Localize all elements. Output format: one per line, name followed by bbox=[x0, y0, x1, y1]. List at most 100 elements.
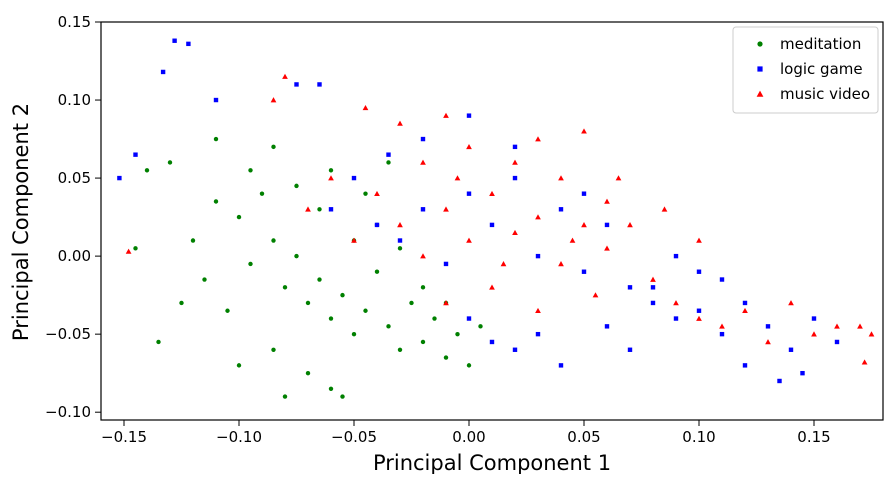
data-point bbox=[500, 261, 507, 267]
data-point bbox=[248, 261, 253, 267]
data-point bbox=[328, 207, 334, 212]
data-point bbox=[179, 300, 184, 306]
data-point bbox=[742, 300, 748, 306]
data-point bbox=[363, 191, 368, 196]
data-point bbox=[558, 175, 564, 181]
data-point bbox=[397, 222, 403, 228]
data-point bbox=[294, 82, 299, 87]
data-point bbox=[454, 175, 461, 181]
data-point bbox=[861, 359, 868, 365]
data-point bbox=[420, 159, 426, 165]
data-point bbox=[167, 160, 173, 165]
data-point bbox=[615, 175, 622, 181]
data-point bbox=[351, 331, 357, 337]
data-point bbox=[190, 238, 196, 243]
data-point bbox=[420, 253, 426, 259]
data-point bbox=[489, 190, 495, 196]
data-point bbox=[340, 292, 345, 298]
data-point bbox=[443, 300, 449, 306]
data-point bbox=[259, 191, 265, 196]
data-point bbox=[397, 246, 403, 251]
x-tick-label: −0.05 bbox=[331, 428, 377, 446]
y-tick-label: 0.15 bbox=[58, 13, 91, 31]
data-point bbox=[443, 261, 449, 267]
data-point bbox=[581, 128, 587, 134]
y-tick-label: −0.10 bbox=[45, 403, 91, 421]
data-point bbox=[455, 331, 460, 337]
data-point bbox=[420, 339, 426, 345]
y-tick-label: 0.10 bbox=[58, 91, 91, 109]
y-tick-label: −0.05 bbox=[45, 325, 91, 343]
data-point bbox=[512, 347, 518, 352]
legend: meditation logic game music video bbox=[732, 26, 879, 114]
data-point bbox=[765, 339, 771, 345]
data-point bbox=[397, 120, 403, 126]
data-point bbox=[788, 347, 794, 352]
data-point bbox=[489, 339, 495, 345]
data-point bbox=[340, 394, 345, 399]
data-point bbox=[627, 222, 633, 228]
data-point bbox=[397, 347, 403, 352]
data-point bbox=[673, 316, 679, 321]
data-point bbox=[857, 323, 863, 329]
legend-marker bbox=[757, 41, 763, 47]
data-point bbox=[328, 386, 334, 391]
data-point bbox=[581, 269, 587, 274]
data-point bbox=[248, 168, 253, 173]
data-point bbox=[696, 237, 702, 243]
data-point bbox=[512, 229, 518, 235]
data-point bbox=[328, 175, 334, 181]
data-point bbox=[558, 363, 564, 368]
data-point bbox=[420, 136, 426, 142]
data-point bbox=[362, 104, 369, 111]
data-point bbox=[696, 269, 702, 274]
data-point bbox=[351, 175, 357, 181]
y-axis-label: Principal Component 2 bbox=[9, 103, 33, 341]
data-point bbox=[271, 347, 276, 352]
data-point bbox=[777, 378, 782, 384]
data-point bbox=[604, 222, 610, 228]
data-point bbox=[432, 316, 437, 321]
data-point bbox=[386, 152, 391, 157]
data-point bbox=[443, 206, 449, 212]
plot-frame bbox=[100, 21, 884, 421]
legend-label: meditation bbox=[780, 35, 861, 53]
data-point bbox=[512, 175, 518, 181]
data-point bbox=[409, 300, 414, 306]
series-logic-game bbox=[117, 38, 840, 384]
data-point bbox=[305, 206, 311, 212]
data-point bbox=[650, 285, 656, 290]
series-meditation bbox=[133, 136, 483, 399]
data-point bbox=[489, 284, 495, 290]
data-point bbox=[386, 160, 391, 165]
data-point bbox=[650, 300, 656, 306]
data-point bbox=[466, 316, 472, 321]
data-point bbox=[294, 183, 299, 189]
data-point bbox=[466, 237, 472, 243]
data-point bbox=[374, 222, 380, 228]
data-point bbox=[627, 285, 633, 290]
legend-label: logic game bbox=[780, 60, 863, 78]
data-point bbox=[374, 269, 380, 274]
data-point bbox=[742, 307, 748, 314]
data-point bbox=[443, 112, 449, 118]
data-point bbox=[397, 238, 403, 243]
data-point bbox=[282, 394, 288, 399]
data-point bbox=[294, 253, 299, 259]
x-tick-label: 0.00 bbox=[452, 428, 485, 446]
data-point bbox=[466, 144, 472, 150]
data-point bbox=[213, 199, 219, 204]
x-tick-label: 0.05 bbox=[567, 428, 600, 446]
data-point bbox=[317, 277, 322, 282]
data-point bbox=[673, 300, 679, 306]
data-point bbox=[581, 222, 587, 228]
data-point bbox=[420, 207, 426, 212]
x-tick-label: 0.15 bbox=[797, 428, 830, 446]
data-point bbox=[202, 277, 207, 282]
data-point bbox=[236, 363, 242, 368]
data-point bbox=[305, 370, 311, 376]
data-point bbox=[604, 198, 610, 204]
data-point bbox=[696, 315, 702, 321]
data-point bbox=[650, 276, 656, 282]
